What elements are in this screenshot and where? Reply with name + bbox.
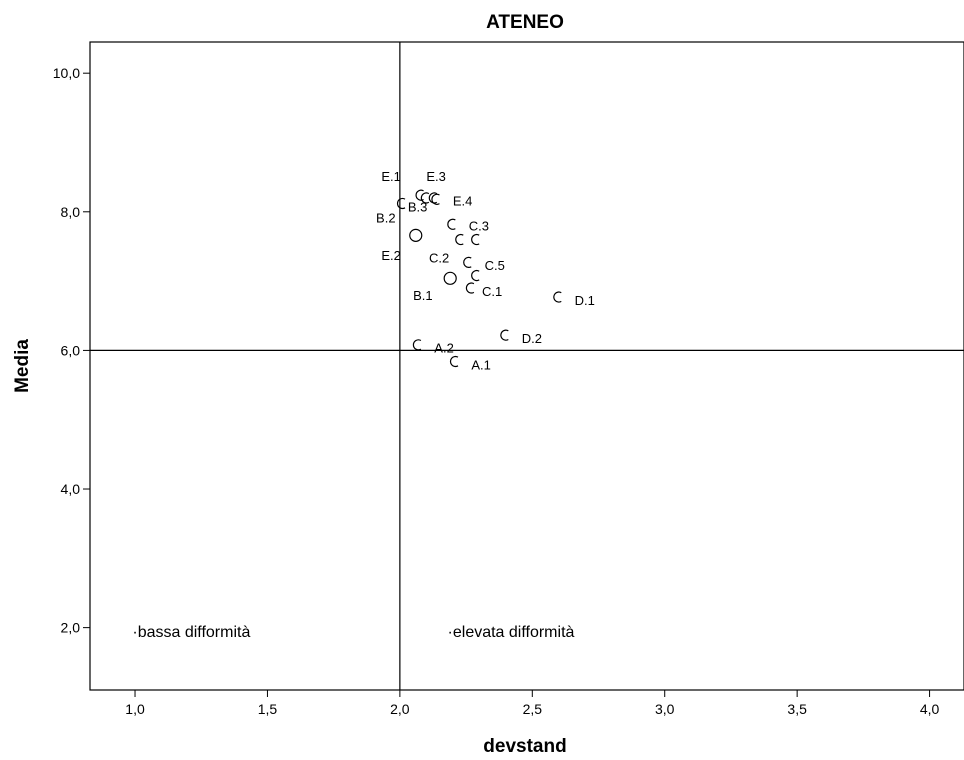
x-tick-label-6: 4,0 <box>920 701 940 717</box>
data-points <box>396 189 562 368</box>
data-point-11 <box>443 271 457 285</box>
data-point-14 <box>500 329 509 341</box>
data-point-16 <box>449 355 459 368</box>
point-label-0: B.2 <box>376 210 396 225</box>
y-tick-label-1: 4,0 <box>61 481 81 497</box>
annotation-0: ·bassa difformità <box>132 624 250 641</box>
point-label-11: B.1 <box>413 288 433 303</box>
x-tick-label-0: 1,0 <box>125 701 145 717</box>
data-point-0 <box>396 197 406 210</box>
point-label-5: E.2 <box>381 248 401 263</box>
y-axis-ticks: 2,0 4,0 6,0 8,0 10,0 <box>53 65 90 636</box>
annotations: ·bassa difformità ·elevata difformità <box>132 624 574 641</box>
point-label-12: C.1 <box>482 284 502 299</box>
x-tick-label-3: 2,5 <box>523 701 543 717</box>
y-axis-title: Media <box>12 339 33 393</box>
point-label-4: E.4 <box>453 194 473 209</box>
point-label-3: B.3 <box>408 199 428 214</box>
reference-lines <box>90 42 964 690</box>
x-axis-title: devstand <box>483 736 566 757</box>
point-label-1: E.1 <box>381 169 401 184</box>
point-label-15: A.2 <box>434 341 454 356</box>
point-label-16: A.1 <box>471 357 491 372</box>
chart-title: ATENEO <box>486 12 564 33</box>
y-tick-label-0: 2,0 <box>61 620 81 636</box>
data-point-3 <box>431 193 440 205</box>
point-label-14: D.2 <box>522 331 542 346</box>
point-label-13: D.1 <box>575 293 595 308</box>
point-labels: B.2 E.1 E.3 B.3 E.4 E.2 C.3 C.2 C.5 B.1 C.1 D.1 D.2 A… <box>376 169 595 373</box>
y-tick-label-4: 10,0 <box>53 65 80 81</box>
data-point-2 <box>420 192 430 204</box>
data-point-5 <box>409 228 423 242</box>
point-label-9: C.5 <box>485 258 505 273</box>
x-axis-ticks: 1,0 1,5 2,0 2,5 3,0 3,5 4,0 <box>125 690 940 717</box>
x-tick-label-4: 3,0 <box>655 701 675 717</box>
y-tick-label-2: 6,0 <box>61 342 81 358</box>
data-point-4 <box>428 192 438 204</box>
data-point-12 <box>465 282 475 294</box>
point-label-2: E.3 <box>426 169 446 184</box>
point-label-6: C.3 <box>469 219 489 234</box>
x-tick-label-1: 1,5 <box>258 701 278 717</box>
data-point-10 <box>471 270 480 282</box>
data-point-6 <box>447 218 456 230</box>
data-point-8 <box>471 233 480 246</box>
data-point-13 <box>553 291 562 303</box>
x-tick-label-2: 2,0 <box>390 701 410 717</box>
data-point-9 <box>463 256 472 268</box>
x-tick-label-5: 3,5 <box>787 701 807 717</box>
data-point-7 <box>455 233 464 246</box>
annotation-1: ·elevata difformità <box>448 624 575 641</box>
point-label-7: C.2 <box>429 251 449 266</box>
y-tick-label-3: 8,0 <box>61 204 81 220</box>
data-point-15 <box>412 339 422 351</box>
plot-frame <box>89 41 964 691</box>
